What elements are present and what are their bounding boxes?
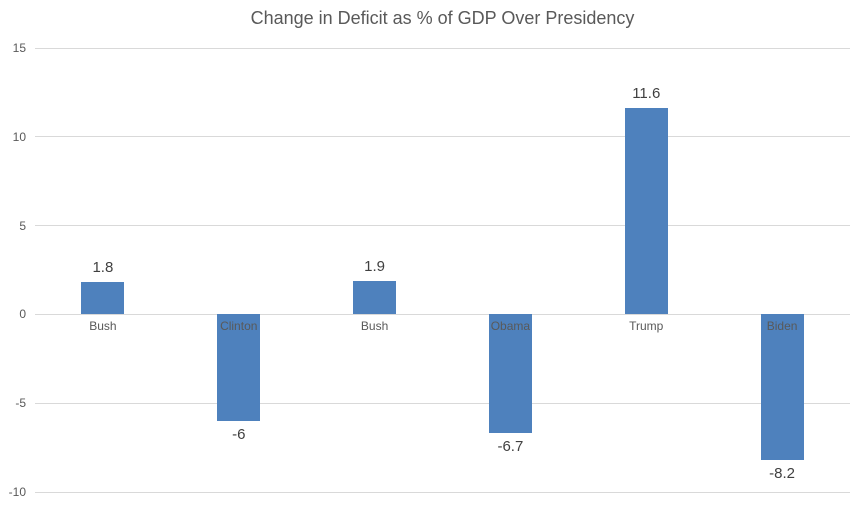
gridline: [35, 47, 850, 49]
y-tick-label: 15: [12, 41, 26, 55]
value-label: -6.7: [497, 438, 524, 456]
y-tick-label: 0: [19, 307, 26, 322]
y-tick-label: 10: [12, 129, 26, 144]
y-tick-label: 5: [19, 218, 26, 233]
value-label: 11.6: [632, 85, 661, 103]
y-tick-label: -5: [15, 396, 26, 411]
value-label: 1.8: [92, 259, 114, 277]
bar-obama-3: [488, 314, 532, 434]
bar-bush-0: [81, 282, 125, 315]
gridline: [35, 491, 850, 493]
category-label: Obama: [490, 319, 531, 334]
value-label: 1.9: [364, 257, 385, 275]
value-label: -6: [232, 425, 246, 443]
category-label: Bush: [360, 319, 389, 334]
bar-bush-2: [353, 280, 397, 315]
bar-biden-5: [760, 314, 804, 461]
bar-clinton-1: [217, 314, 261, 421]
gridline: [35, 402, 850, 404]
y-tick-label: -10: [8, 485, 26, 499]
gridline: [35, 136, 850, 138]
gridline: [35, 225, 850, 227]
chart-title: Change in Deficit as % of GDP Over Presi…: [250, 8, 635, 28]
bar-trump-4: [624, 108, 668, 315]
category-label: Clinton: [220, 319, 258, 334]
category-label: Trump: [629, 319, 664, 334]
category-label: Bush: [89, 319, 117, 334]
value-label: -8.2: [769, 465, 795, 483]
gridline: [35, 313, 850, 315]
category-label: Biden: [766, 319, 798, 334]
